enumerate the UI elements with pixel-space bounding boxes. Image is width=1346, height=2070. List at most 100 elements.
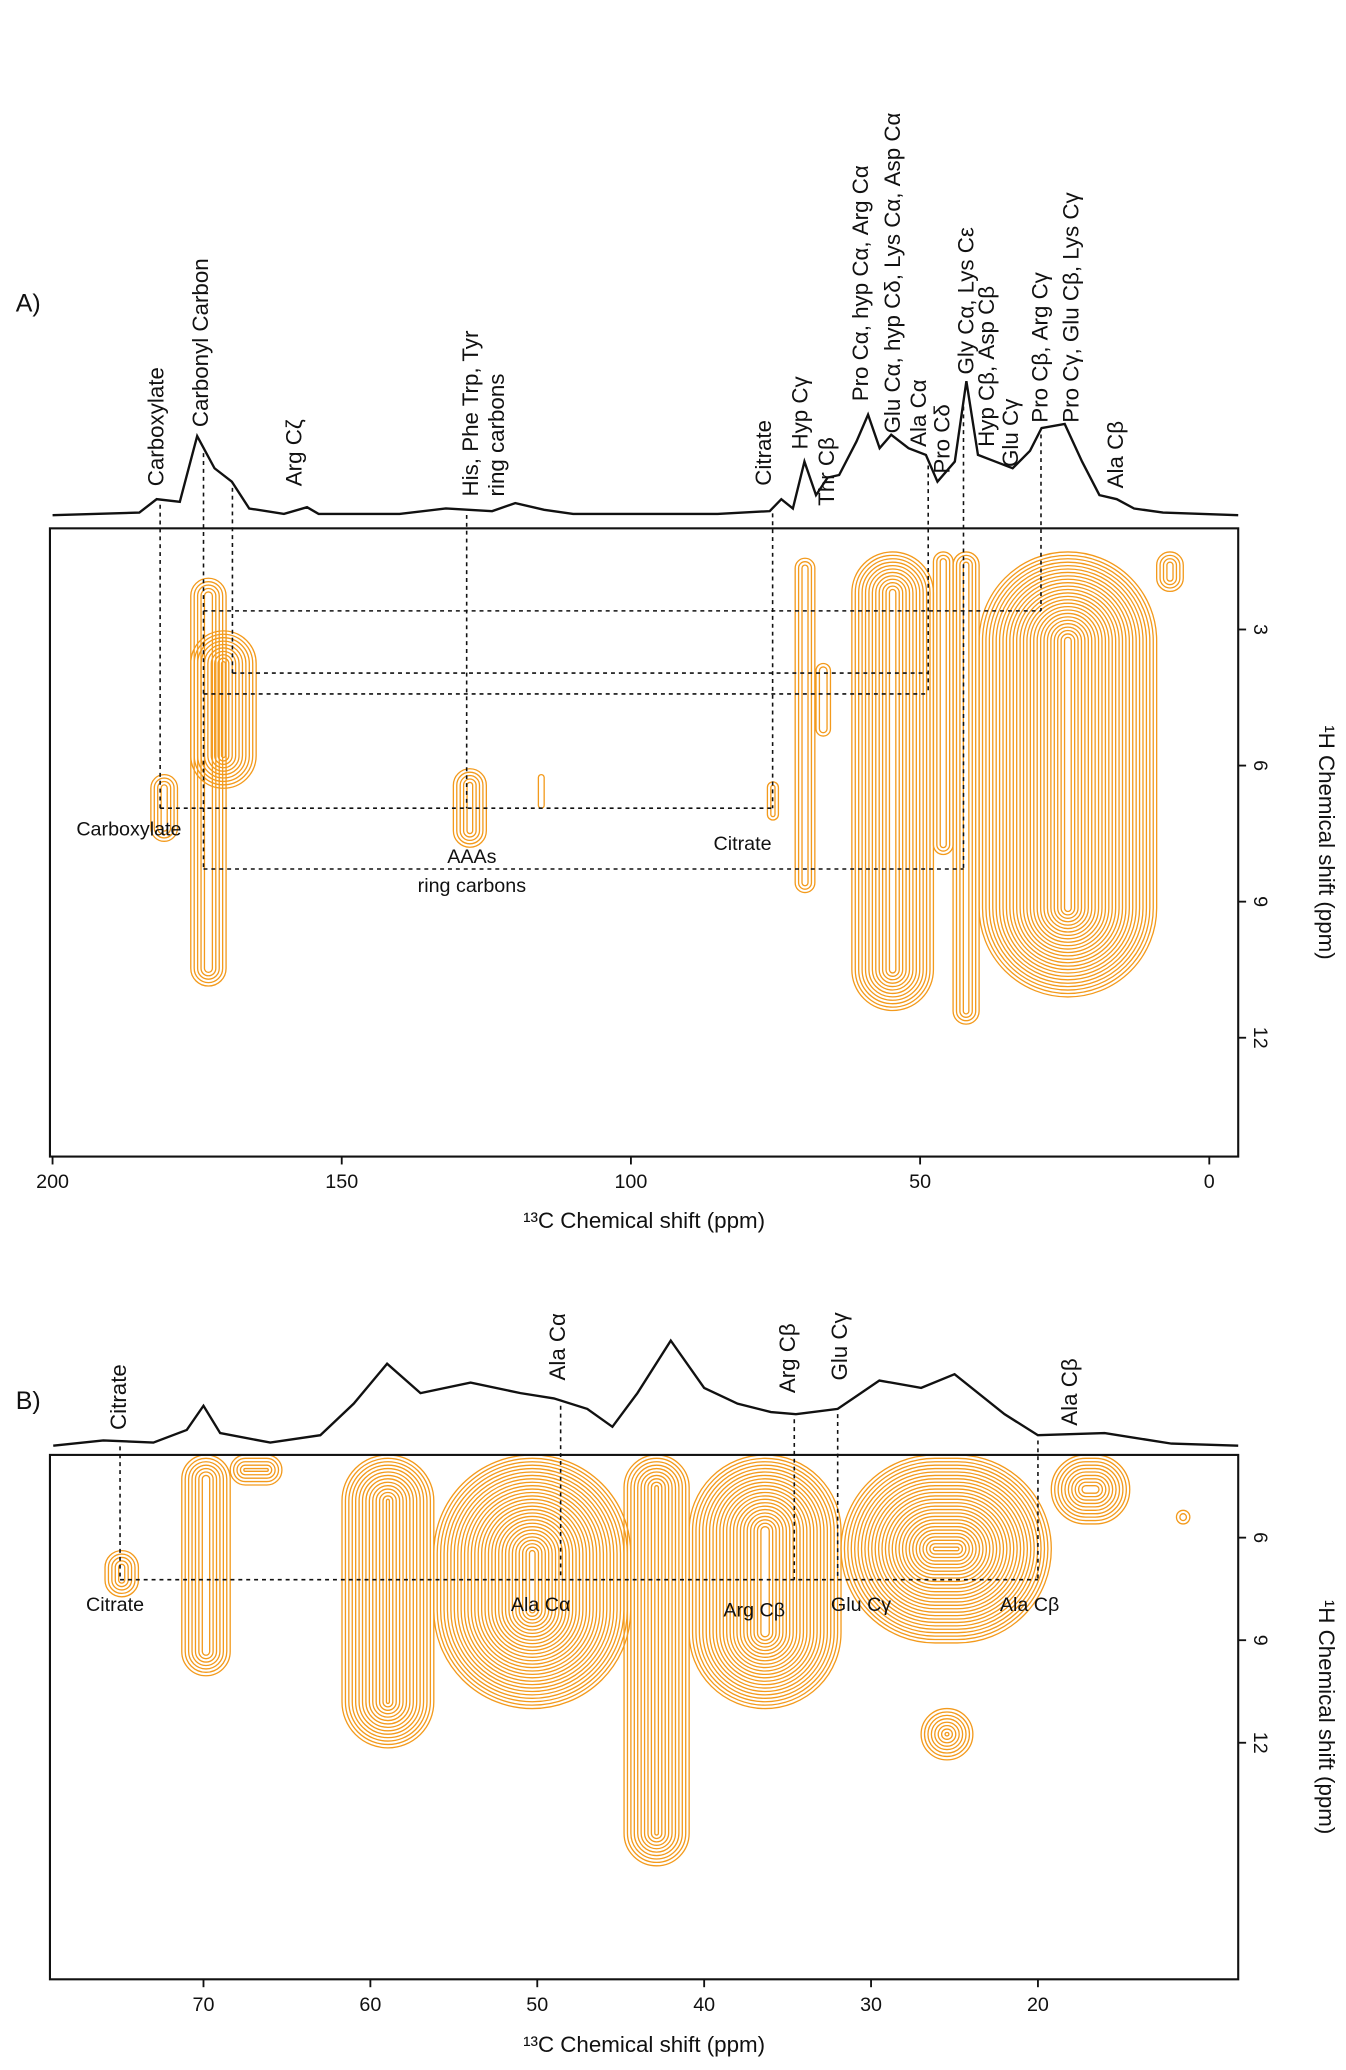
peak-label: Hyp Cγ	[787, 375, 812, 449]
contour	[815, 662, 832, 737]
contour	[480, 1502, 584, 1662]
contour	[470, 1491, 594, 1672]
peak-label: Ala Cα	[906, 379, 931, 447]
contour	[936, 554, 951, 852]
contour	[1162, 558, 1178, 586]
contour	[871, 1485, 1022, 1613]
contour	[118, 1563, 126, 1584]
contour	[654, 1485, 660, 1836]
contour	[111, 1556, 133, 1591]
contour	[840, 1454, 1052, 1644]
contour	[463, 1485, 601, 1679]
contour	[743, 1508, 787, 1655]
contour	[992, 564, 1144, 984]
peak-label: Gly Cα, Lys Cε	[953, 227, 978, 374]
contour	[650, 1481, 663, 1840]
x-tick-label: 200	[36, 1171, 69, 1193]
contour	[375, 1488, 401, 1715]
contour	[1012, 585, 1124, 964]
contour	[927, 1714, 967, 1754]
contour	[944, 1731, 950, 1737]
contour	[901, 1515, 991, 1583]
contour	[385, 1498, 391, 1705]
contour	[918, 1532, 974, 1565]
contour	[708, 1474, 822, 1689]
contour	[908, 1522, 984, 1576]
contour	[1064, 1467, 1117, 1511]
inner-label: Citrate	[86, 1594, 144, 1616]
contour	[153, 777, 175, 839]
contour	[1050, 1454, 1131, 1525]
x-tick-label: 60	[359, 1994, 381, 2016]
contour	[193, 633, 254, 786]
contour	[858, 558, 928, 1005]
panel-label: B)	[16, 1387, 41, 1415]
contour	[1071, 1474, 1110, 1505]
inner-label: Ala Cα	[511, 1594, 571, 1616]
peak-label: Hyp Cβ, Asp Cβ	[974, 286, 999, 447]
contour	[719, 1485, 811, 1679]
contour	[929, 1543, 964, 1555]
contour	[521, 1543, 543, 1621]
contour	[196, 584, 220, 980]
x-tick-label: 150	[325, 1171, 358, 1193]
contour	[184, 1457, 228, 1673]
contour	[537, 773, 545, 809]
contour	[351, 1464, 425, 1739]
contour	[922, 1536, 970, 1562]
contour	[797, 561, 813, 890]
contour	[695, 1461, 835, 1703]
contour	[217, 657, 230, 762]
contour	[818, 666, 828, 734]
contour	[939, 558, 947, 849]
contour	[107, 1553, 136, 1595]
contour	[1050, 623, 1086, 926]
contour	[959, 558, 973, 1018]
contour	[726, 1491, 805, 1672]
contour	[860, 1474, 1032, 1624]
contour	[955, 554, 977, 1022]
contour	[712, 1478, 818, 1686]
contour	[930, 1718, 964, 1751]
contour	[1026, 599, 1110, 950]
contour	[647, 1478, 666, 1843]
contour-group	[104, 1454, 1191, 1867]
contour	[243, 1467, 269, 1472]
contour	[874, 1488, 1018, 1610]
contour	[981, 554, 1154, 995]
contour	[937, 1724, 957, 1744]
contour	[191, 1464, 221, 1667]
plot-frame	[48, 1453, 1240, 1981]
inner-label: Citrate	[714, 833, 772, 855]
peak-label: Ala Cβ	[1057, 1358, 1082, 1425]
contour	[361, 1474, 414, 1729]
contour	[857, 1471, 1035, 1627]
contour	[871, 571, 914, 991]
contour	[1057, 1461, 1124, 1518]
contour	[925, 1539, 967, 1559]
contour	[236, 1461, 276, 1479]
y-tick-label: 12	[1249, 1732, 1271, 1754]
contour	[1156, 551, 1184, 593]
contour	[498, 1519, 567, 1645]
contour	[1033, 605, 1103, 943]
contour	[888, 1502, 1005, 1596]
x-tick-label: 50	[909, 1171, 931, 1193]
contour	[181, 1454, 231, 1677]
contour	[985, 558, 1151, 991]
peak-label: Carboxylate	[144, 367, 169, 486]
contour	[750, 1515, 781, 1648]
contour	[995, 568, 1141, 981]
contour	[491, 1512, 574, 1652]
contour	[847, 1461, 1046, 1637]
contour	[511, 1532, 553, 1631]
contour	[378, 1491, 397, 1711]
peak-label: ring carbons	[484, 374, 509, 497]
contour	[868, 568, 917, 995]
contour	[1077, 1481, 1104, 1498]
contour	[698, 1464, 832, 1699]
contour	[210, 650, 237, 769]
contour	[515, 1536, 550, 1628]
